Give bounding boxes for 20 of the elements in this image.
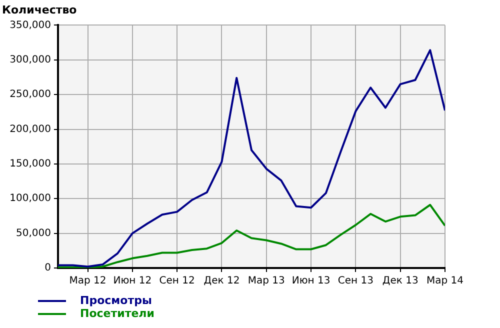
y-tick-label: 350,000 (10, 20, 51, 31)
y-tick-label: 100,000 (10, 193, 51, 204)
y-tick-label: 0 (44, 262, 51, 274)
x-tick-label: Дек 12 (204, 276, 240, 287)
x-tick-label: Июн 13 (292, 276, 330, 287)
y-tick-label: 200,000 (10, 124, 51, 135)
y-tick-label: 250,000 (10, 89, 51, 100)
x-tick-label: Июн 12 (113, 276, 152, 287)
x-tick-label: Мар 14 (426, 276, 464, 287)
y-axis-title: Количество (2, 3, 78, 16)
x-tick-label: Сен 13 (338, 276, 374, 287)
legend-label: Просмотры (80, 294, 152, 307)
x-tick-label: Сен 12 (159, 276, 195, 287)
y-tick-label: 150,000 (10, 158, 51, 170)
legend-label: Посетители (80, 307, 154, 320)
y-tick-label: 50,000 (16, 228, 51, 239)
x-tick-label: Мар 12 (69, 276, 106, 287)
x-tick-label: Дек 13 (382, 276, 418, 287)
y-tick-label: 300,000 (10, 54, 51, 66)
x-tick-label: Мар 13 (248, 276, 285, 287)
